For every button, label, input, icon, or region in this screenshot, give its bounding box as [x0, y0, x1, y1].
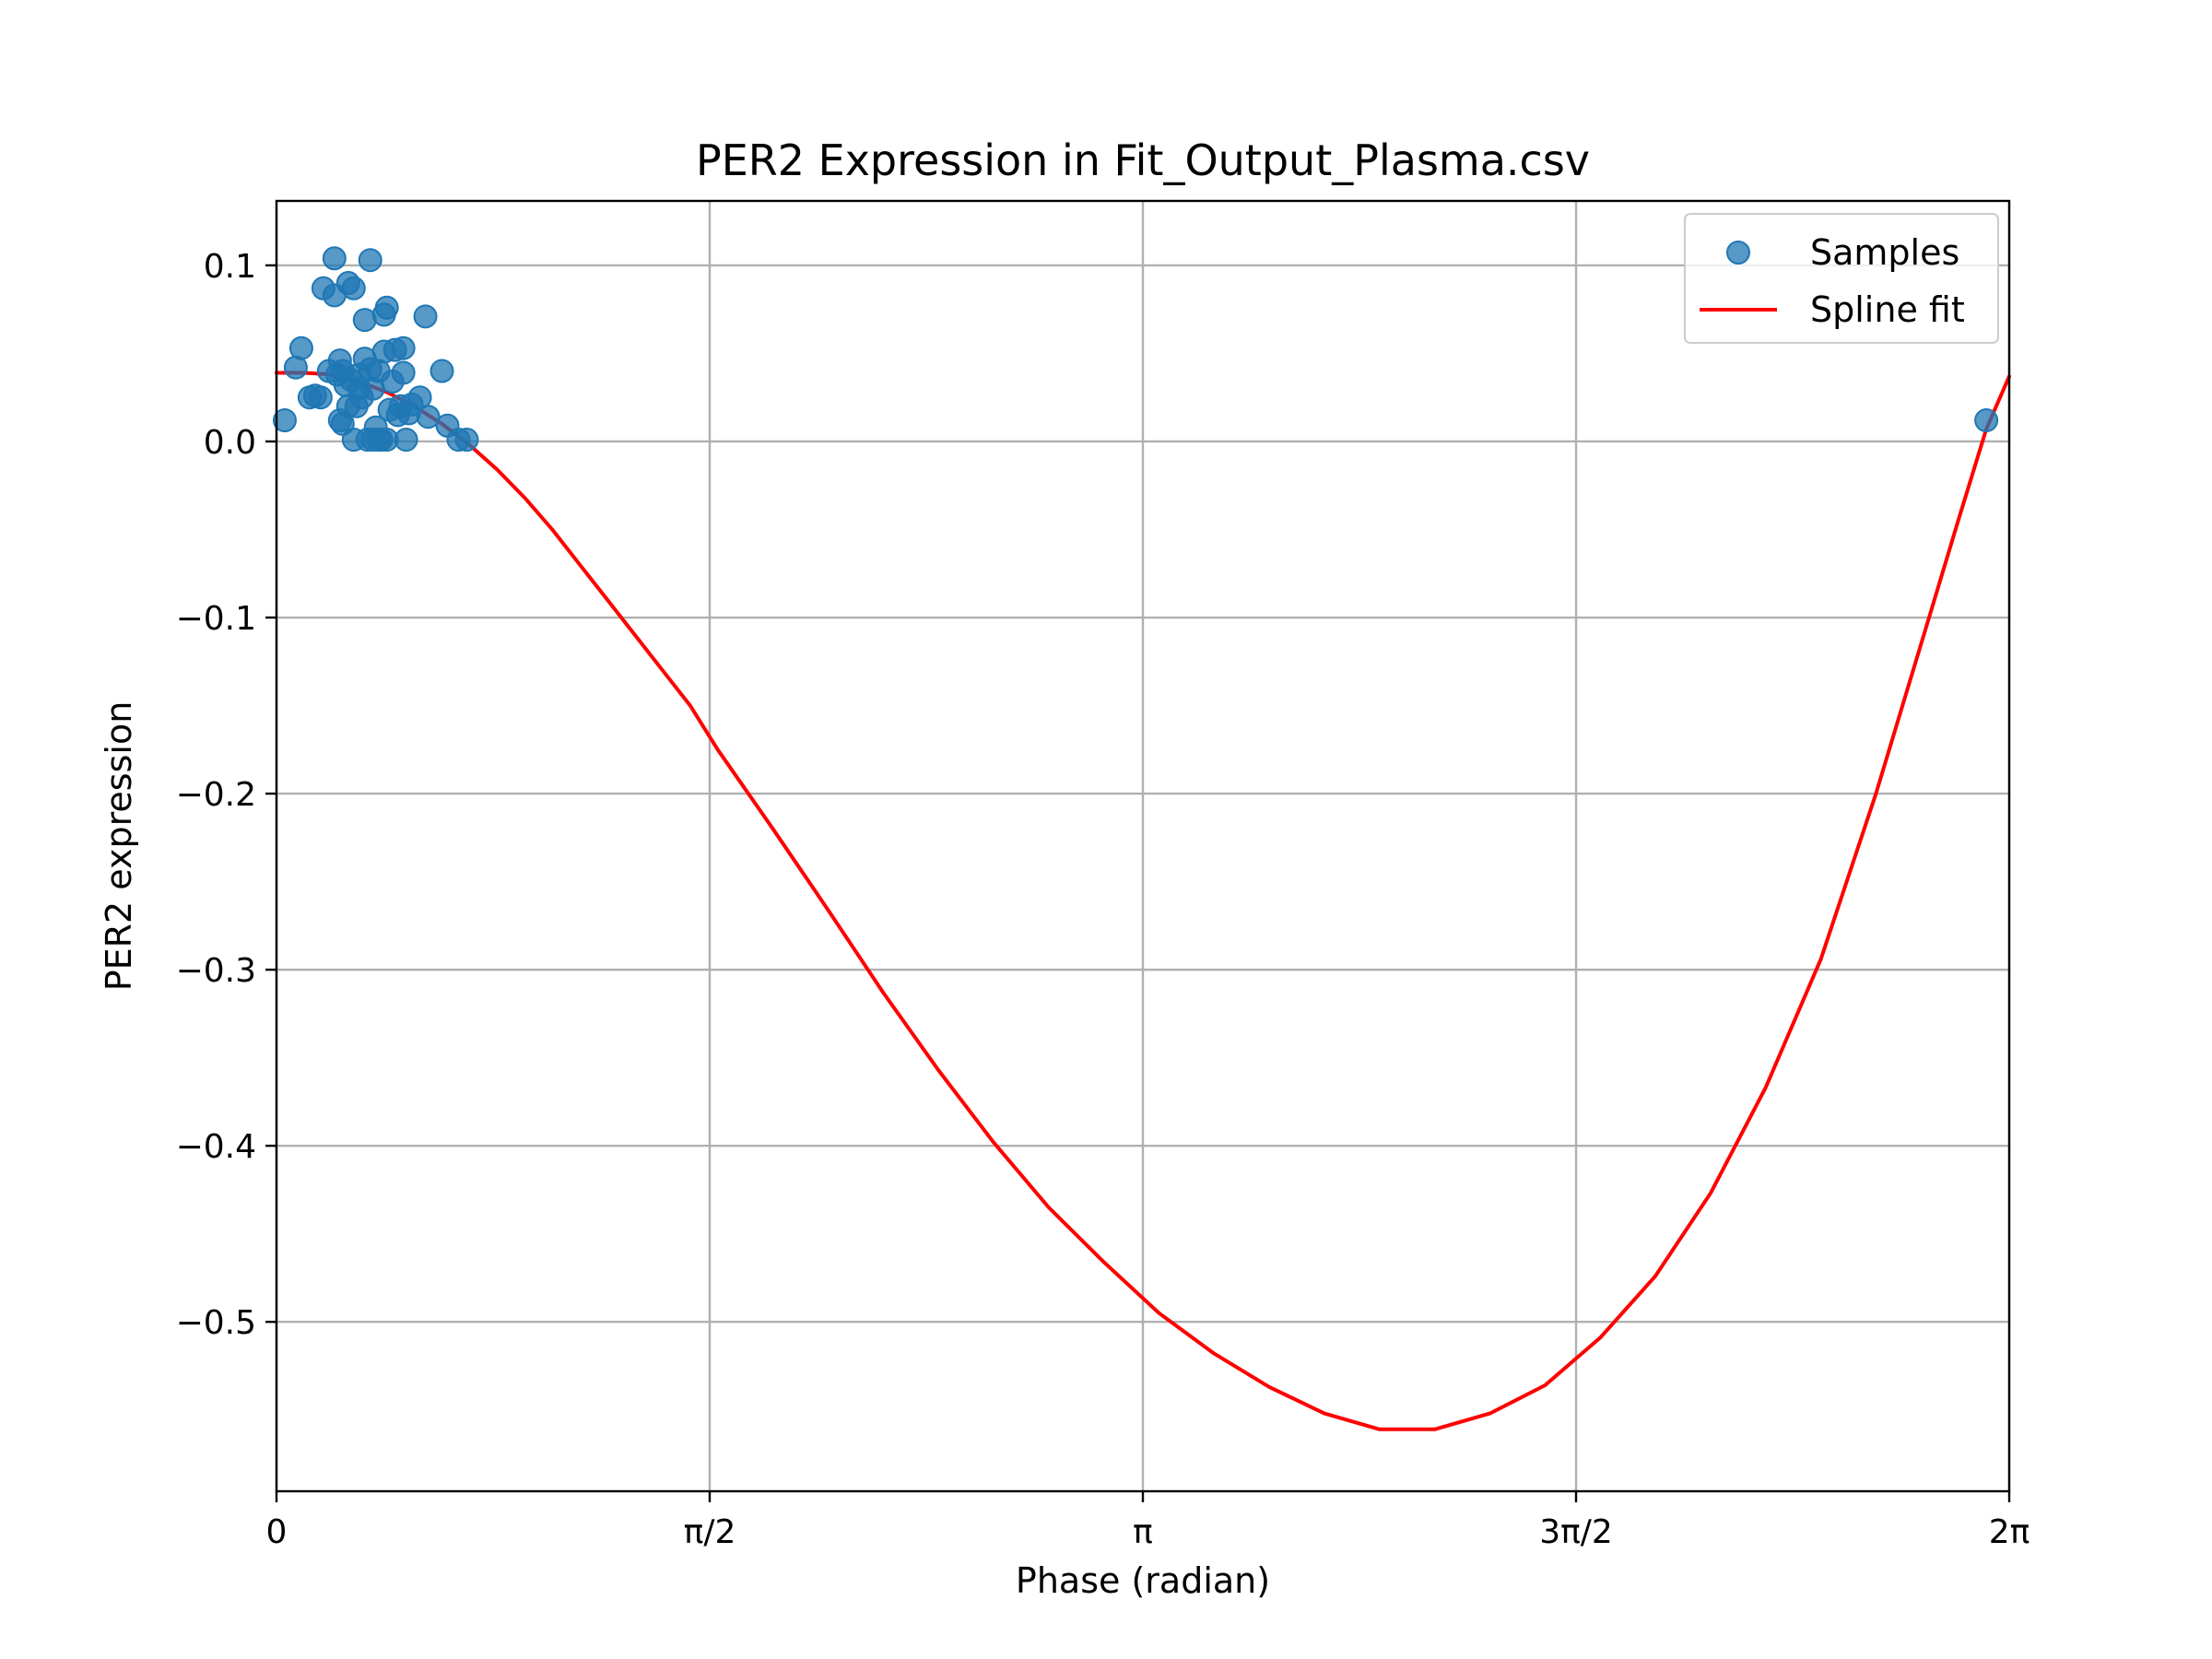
sample-point: [288, 335, 313, 360]
samples-series: [272, 246, 1999, 453]
legend: Samples Spline fit: [1684, 213, 1999, 344]
sample-point: [454, 428, 479, 453]
y-tick-label: 0.1: [204, 248, 256, 286]
x-tick-label: 0: [266, 1513, 288, 1551]
sample-point: [341, 276, 366, 300]
sample-point: [322, 246, 347, 271]
sample-point: [416, 405, 441, 429]
sample-point: [272, 408, 297, 433]
y-tick-label: −0.2: [176, 776, 256, 814]
sample-point: [374, 295, 399, 320]
legend-label-samples: Samples: [1810, 232, 1959, 273]
sample-point: [391, 335, 416, 360]
chart-title: PER2 Expression in Fit_Output_Plasma.csv: [696, 135, 1590, 185]
x-axis-ticks: 0 π/2 π 3π/2 2π: [266, 1491, 2030, 1551]
y-tick-label: −0.5: [176, 1304, 256, 1342]
y-axis-ticks: 0.1 0.0 −0.1 −0.2 −0.3 −0.4 −0.5: [176, 248, 276, 1342]
sample-point: [308, 385, 333, 410]
sample-point: [413, 304, 438, 329]
y-tick-label: −0.4: [176, 1128, 256, 1166]
x-tick-label: 3π/2: [1539, 1513, 1613, 1551]
legend-marker-samples: [1726, 241, 1750, 265]
sample-point: [394, 428, 418, 453]
x-tick-label: π: [1133, 1513, 1153, 1551]
x-tick-label: 2π: [1989, 1513, 2030, 1551]
legend-label-spline: Spline fit: [1810, 289, 1965, 330]
y-tick-label: −0.1: [176, 600, 256, 638]
sample-point: [1974, 408, 1999, 433]
sample-point: [429, 359, 454, 383]
sample-point: [358, 248, 382, 273]
grid: [275, 201, 2011, 1491]
x-axis-title: Phase (radian): [1016, 1560, 1270, 1601]
y-axis-title: PER2 expression: [99, 701, 139, 992]
y-tick-label: −0.3: [176, 952, 256, 990]
x-tick-label: π/2: [684, 1513, 736, 1551]
y-tick-label: 0.0: [204, 424, 256, 462]
sample-point: [391, 360, 416, 385]
